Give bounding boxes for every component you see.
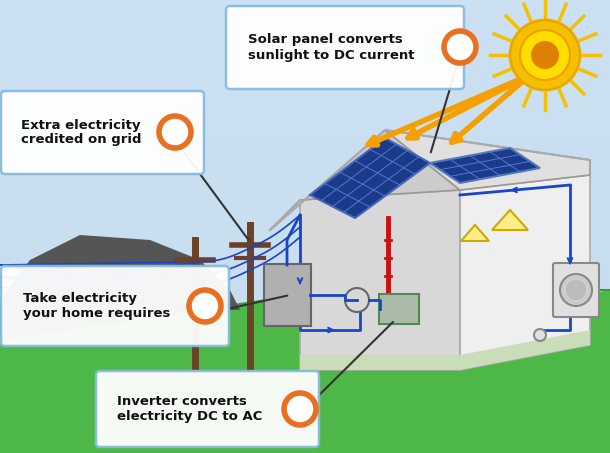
Polygon shape (430, 148, 540, 183)
Circle shape (189, 290, 221, 322)
Circle shape (560, 274, 592, 306)
Bar (0, 91, 610, 113)
Polygon shape (270, 130, 460, 230)
Bar (0, 249, 610, 272)
Bar (0, 113, 610, 136)
Bar (0, 317, 610, 340)
FancyBboxPatch shape (1, 266, 229, 346)
Bar (0, 136, 610, 159)
Circle shape (520, 30, 570, 80)
Circle shape (531, 41, 559, 69)
Circle shape (566, 280, 586, 300)
Circle shape (444, 31, 476, 63)
Circle shape (159, 116, 191, 148)
Bar (0, 272, 610, 294)
Bar (0, 430, 610, 453)
Text: Solar panel converts
sunlight to DC current: Solar panel converts sunlight to DC curr… (248, 34, 415, 62)
Bar (0, 226, 610, 249)
Bar (0, 340, 610, 362)
Bar (0, 23, 610, 45)
Polygon shape (310, 138, 430, 218)
Bar (0, 159, 610, 181)
Polygon shape (300, 190, 460, 370)
FancyBboxPatch shape (1, 91, 204, 174)
Bar (0, 385, 610, 408)
FancyBboxPatch shape (226, 6, 464, 89)
Bar (0, 362, 610, 385)
FancyBboxPatch shape (264, 264, 311, 326)
FancyBboxPatch shape (379, 294, 419, 324)
Bar (0, 294, 610, 317)
Polygon shape (492, 210, 528, 230)
Text: Inverter converts
electricity DC to AC: Inverter converts electricity DC to AC (117, 395, 262, 423)
Polygon shape (460, 175, 590, 370)
Polygon shape (300, 310, 590, 370)
Circle shape (510, 20, 580, 90)
Polygon shape (0, 290, 610, 453)
Text: Take electricity
your home requires: Take electricity your home requires (23, 292, 170, 320)
Bar (0, 181, 610, 204)
FancyBboxPatch shape (96, 371, 319, 447)
Polygon shape (461, 225, 489, 241)
Bar (0, 408, 610, 430)
Text: Extra electricity
credited on grid: Extra electricity credited on grid (21, 119, 141, 146)
FancyBboxPatch shape (553, 263, 599, 317)
Polygon shape (385, 130, 590, 190)
Bar (0, 68, 610, 91)
Polygon shape (0, 235, 240, 340)
Bar (0, 45, 610, 68)
Circle shape (534, 329, 546, 341)
Circle shape (345, 288, 369, 312)
Bar (0, 0, 610, 23)
Bar (0, 204, 610, 226)
Circle shape (284, 393, 316, 425)
